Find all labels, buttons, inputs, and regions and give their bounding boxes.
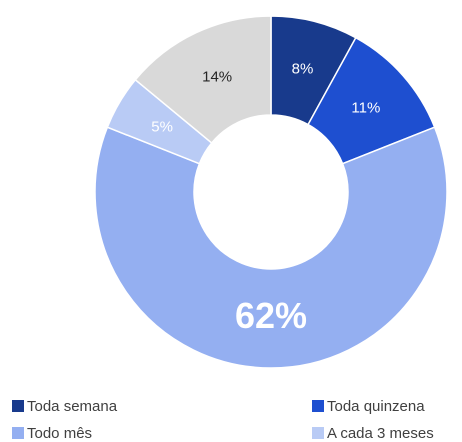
- legend-swatch: [312, 400, 324, 412]
- donut-slice: [134, 15, 272, 144]
- slice-label: 11%: [351, 99, 380, 116]
- slice-label: 62%: [235, 295, 307, 336]
- slice-label: 14%: [202, 69, 232, 86]
- legend-label: A cada 3 meses: [327, 425, 434, 442]
- legend-label: Toda semana: [27, 398, 118, 415]
- legend-swatch: [12, 400, 24, 412]
- legend-label: Todo mês: [27, 425, 92, 442]
- legend-swatch: [12, 427, 24, 439]
- slice-label: 8%: [292, 60, 314, 77]
- donut-slice: [94, 126, 448, 369]
- legend-swatch: [312, 427, 324, 439]
- slice-label: 5%: [151, 119, 173, 136]
- legend-label: Toda quinzena: [327, 398, 425, 415]
